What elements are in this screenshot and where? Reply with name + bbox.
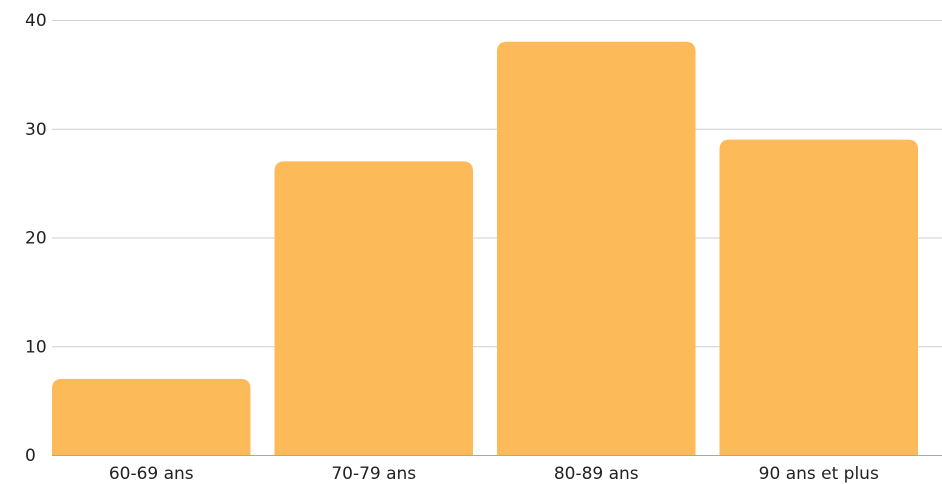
bar-90-ans-et-plus — [719, 139, 918, 455]
x-category-label: 80-89 ans — [554, 464, 639, 484]
y-tick-label: 30 — [25, 120, 47, 140]
bar-70-79-ans — [274, 161, 473, 455]
x-category-label: 70-79 ans — [331, 464, 416, 484]
bars — [52, 41, 918, 455]
y-axis-ticks: 0 10 20 30 40 — [25, 11, 47, 466]
x-category-label: 60-69 ans — [109, 464, 194, 484]
y-tick-label: 20 — [25, 229, 47, 249]
x-axis-labels: 60-69 ans 70-79 ans 80-89 ans 90 ans et plu… — [109, 464, 879, 484]
y-tick-label: 10 — [25, 337, 47, 357]
bar-60-69-ans — [52, 378, 251, 455]
y-tick-label: 40 — [25, 11, 47, 31]
bar-80-89-ans — [497, 41, 696, 455]
y-tick-label: 0 — [25, 446, 36, 466]
x-category-label: 90 ans et plus — [759, 464, 879, 484]
